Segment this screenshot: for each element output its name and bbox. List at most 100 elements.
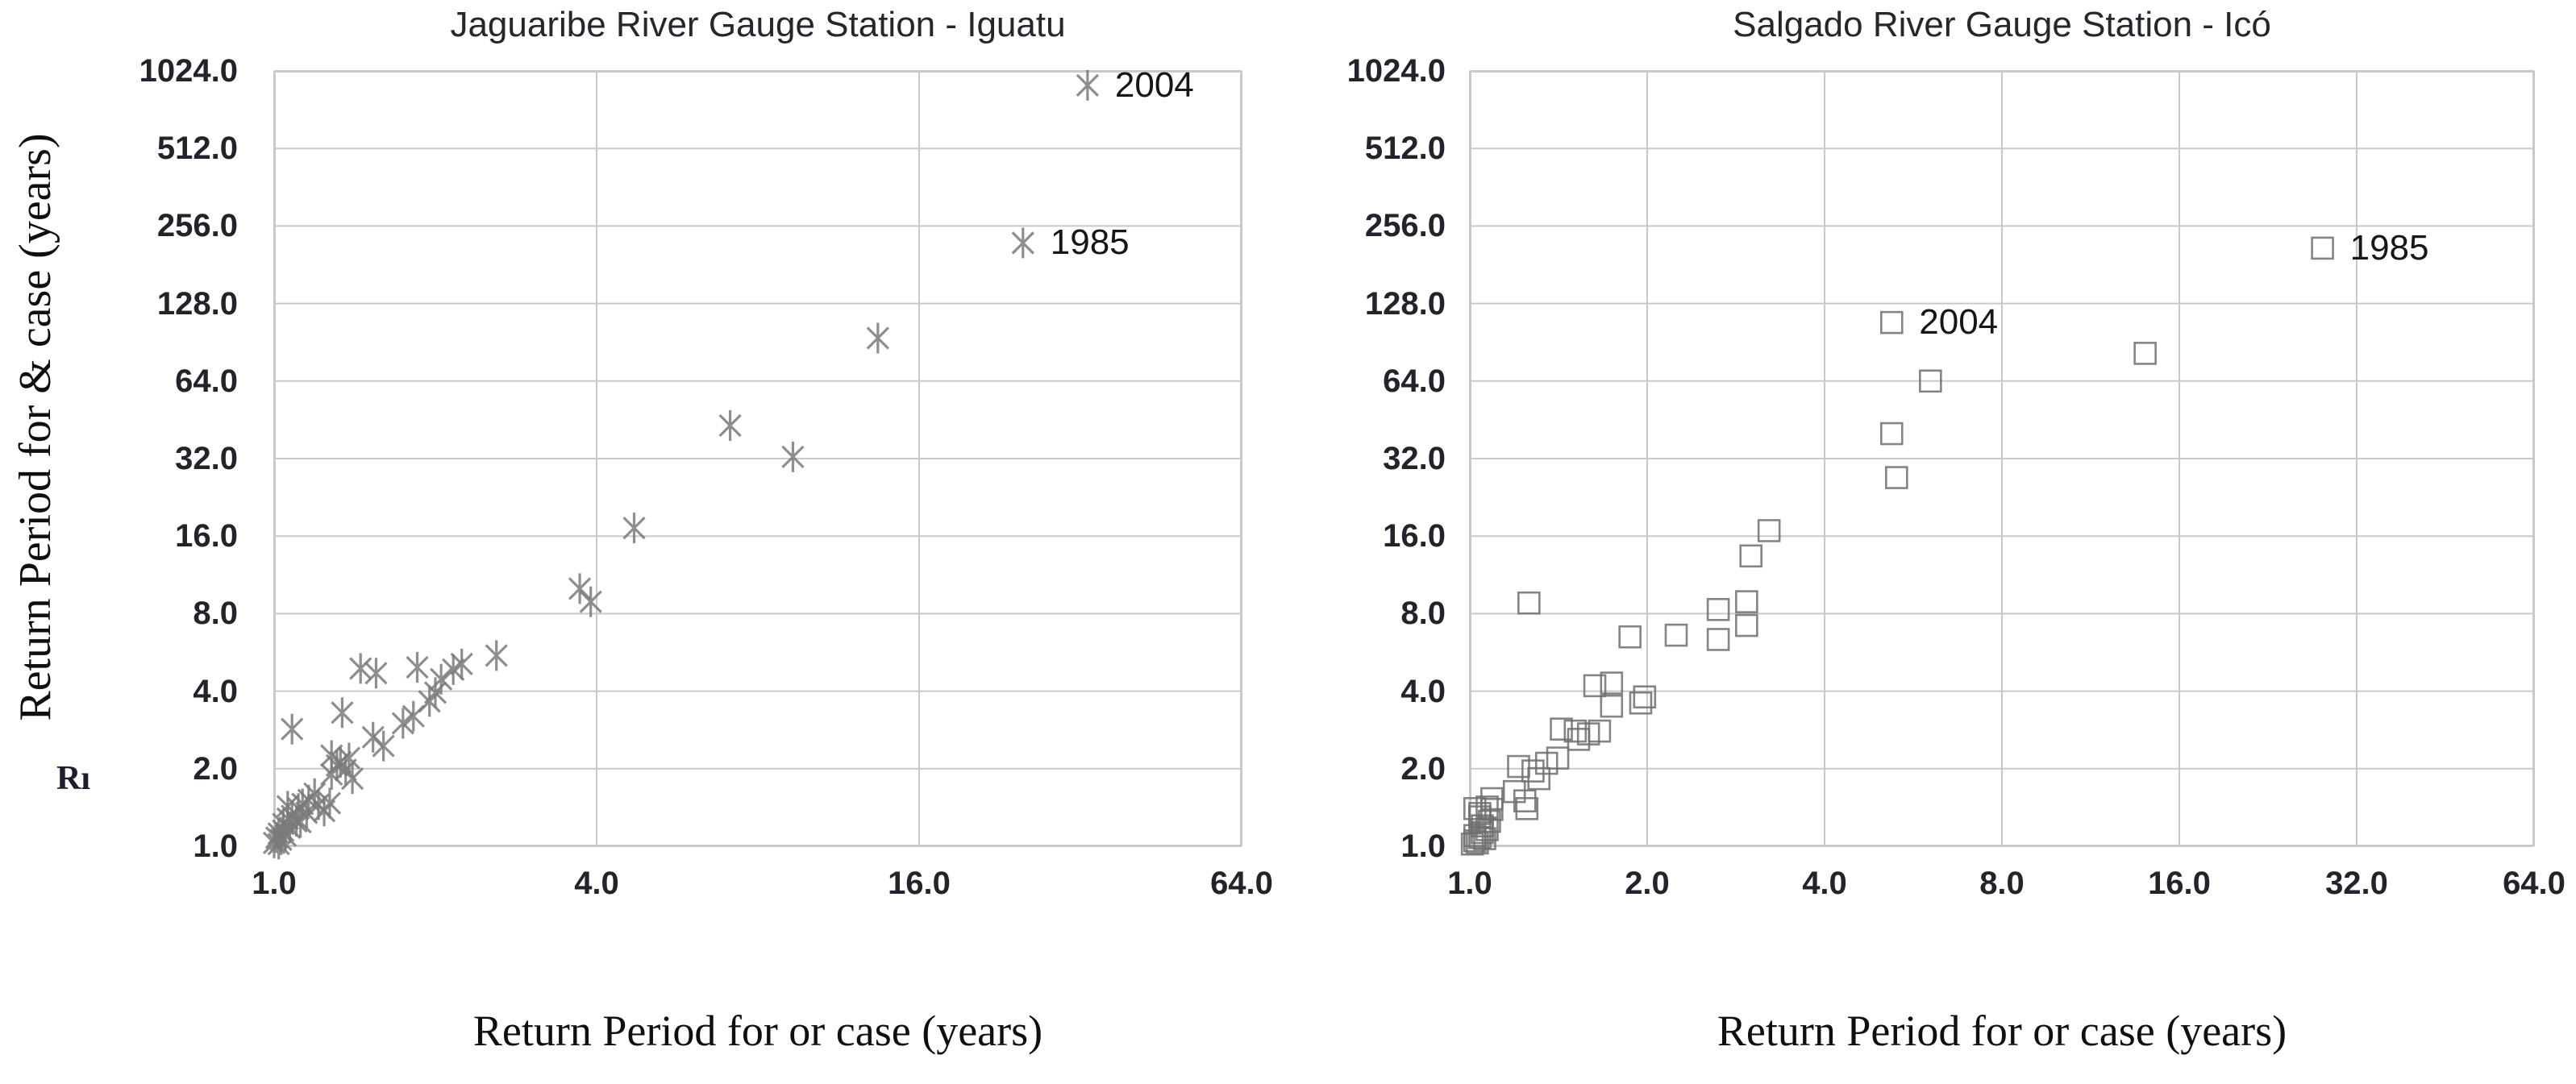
x-tick-label: 4.0 <box>574 866 619 901</box>
square-marker <box>1629 691 1653 715</box>
y-tick-label: 8.0 <box>1400 596 1446 632</box>
x-tick-label: 1.0 <box>252 866 297 901</box>
star-marker <box>281 713 304 745</box>
y-tick-label: 64.0 <box>175 363 238 399</box>
y-tick-label: 32.0 <box>1383 441 1446 476</box>
square-marker <box>2133 342 2157 365</box>
square-marker <box>1735 590 1758 613</box>
square-marker <box>1515 797 1539 820</box>
square-marker <box>1618 625 1642 649</box>
x-tick-label: 64.0 <box>1210 866 1273 901</box>
star-marker <box>391 708 414 739</box>
x-tick-label: 2.0 <box>1625 866 1670 901</box>
square-marker <box>1664 623 1688 647</box>
scatter-plot-svg <box>262 69 1242 860</box>
square-marker <box>1600 671 1624 695</box>
y-tick-label: 1024.0 <box>1346 53 1446 89</box>
star-marker <box>337 742 361 774</box>
star-marker <box>364 658 388 689</box>
y-tick-label: 1024.0 <box>139 53 238 89</box>
y-tick-label: 512.0 <box>156 131 238 167</box>
y-tick-label: 256.0 <box>1364 208 1446 244</box>
square-marker <box>1480 787 1504 811</box>
x-tick-label: 32.0 <box>2325 866 2388 901</box>
x-tick-label: 1.0 <box>1447 866 1492 901</box>
square-marker <box>1546 746 1570 770</box>
star-marker <box>718 409 742 441</box>
square-marker <box>1879 422 1904 446</box>
star-marker <box>622 513 646 544</box>
square-marker <box>1527 766 1551 791</box>
plot-border <box>1470 71 2534 846</box>
star-marker <box>781 441 805 472</box>
star-marker <box>429 663 453 695</box>
y-tick-label: 1.0 <box>1400 829 1446 864</box>
y-tick-label: 4.0 <box>193 673 238 709</box>
y-tick-label: 8.0 <box>193 596 238 632</box>
square-marker <box>1468 802 1492 825</box>
plot-area: 1985 2004 <box>1460 70 2535 856</box>
square-marker <box>1507 754 1530 779</box>
square-marker <box>1757 519 1781 542</box>
plot-area: 2004 1985 <box>262 65 1242 860</box>
square-marker <box>1588 719 1612 743</box>
star-marker <box>1076 69 1100 101</box>
square-marker <box>1706 628 1730 651</box>
cropped-text-fragment: Rı <box>56 760 90 797</box>
square-marker <box>1583 674 1607 698</box>
y-tick-label: 128.0 <box>1364 285 1446 322</box>
square-marker <box>1513 789 1537 813</box>
annotation-2004: 2004 <box>1114 64 1194 105</box>
y-tick-label: 16.0 <box>175 518 238 554</box>
x-tick-label: 64.0 <box>2503 866 2566 901</box>
star-marker <box>340 763 364 795</box>
square-marker <box>1919 369 1942 393</box>
star-marker <box>372 730 395 762</box>
square-marker <box>1517 591 1541 615</box>
square-marker <box>1735 613 1758 638</box>
x-axis-title: Return Period for or case (years) <box>1717 1007 2287 1055</box>
x-tick-label: 4.0 <box>1802 866 1847 901</box>
star-marker <box>406 652 429 683</box>
square-marker <box>1600 694 1624 718</box>
star-marker <box>866 322 889 354</box>
star-marker <box>318 787 342 819</box>
y-tick-label: 16.0 <box>1383 518 1446 554</box>
square-marker <box>1706 597 1730 621</box>
square-marker <box>1885 466 1908 489</box>
star-marker <box>485 640 508 671</box>
star-marker <box>331 697 354 729</box>
y-tick-label: 128.0 <box>156 285 238 322</box>
square-marker <box>1473 827 1496 850</box>
y-tick-label: 256.0 <box>156 208 238 244</box>
x-tick-label: 8.0 <box>1979 866 2025 901</box>
square-marker <box>1475 795 1499 819</box>
annotation-2004: 2004 <box>1919 302 1999 343</box>
y-tick-label: 512.0 <box>1364 131 1446 167</box>
annotation-1985: 1985 <box>1050 222 1130 263</box>
star-marker <box>349 653 372 684</box>
chart-title: Jaguaribe River Gauge Station - Iguatu <box>450 5 1066 44</box>
y-tick-label: 64.0 <box>1383 363 1446 399</box>
star-marker <box>1011 227 1034 259</box>
y-tick-label: 1.0 <box>193 829 238 864</box>
star-marker <box>450 648 473 679</box>
plot-border <box>274 71 1242 846</box>
x-tick-label: 16.0 <box>888 866 951 901</box>
square-marker <box>2311 236 2334 260</box>
square-marker <box>1739 544 1762 568</box>
x-axis-title: Return Period for or case (years) <box>472 1007 1043 1055</box>
x-tick-label: 16.0 <box>2148 866 2211 901</box>
square-marker <box>1563 719 1588 743</box>
y-tick-label: 32.0 <box>175 441 238 476</box>
y-tick-label: 2.0 <box>193 750 238 787</box>
square-marker <box>1521 759 1545 783</box>
square-marker <box>1879 310 1904 334</box>
annotation-1985: 1985 <box>2349 227 2429 268</box>
y-tick-label: 2.0 <box>1400 750 1446 787</box>
star-marker <box>568 573 592 604</box>
star-marker <box>579 586 602 617</box>
scatter-plot-svg <box>1460 70 2535 856</box>
chart-title: Salgado River Gauge Station - Icó <box>1733 5 2271 44</box>
